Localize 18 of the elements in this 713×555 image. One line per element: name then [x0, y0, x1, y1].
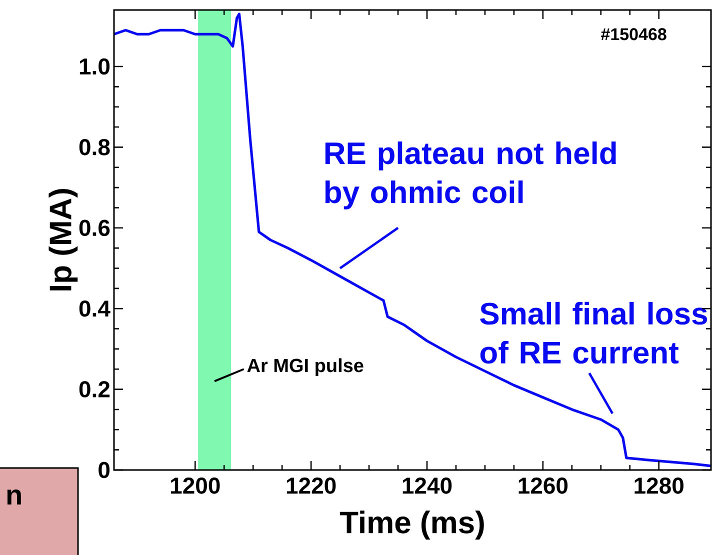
annotation: RE plateau not held by ohmic coil — [325, 141, 616, 210]
y-tick-label: 0 — [98, 462, 110, 478]
x-tick-label: 1260 — [518, 478, 568, 494]
x-axis-title: Time (ms) — [340, 510, 484, 540]
annotation: Small final loss of RE current — [480, 302, 708, 364]
annotation: #150468 — [601, 28, 666, 40]
text: n — [7, 489, 21, 505]
y-tick-label: 0.4 — [79, 300, 110, 317]
x-tick-label: 1240 — [402, 478, 452, 494]
x-tick-label: 1220 — [286, 478, 336, 494]
x-tick-label: 1200 — [171, 478, 220, 494]
band-label: Ar MGI pulse — [247, 358, 364, 376]
y-tick-label: 0.6 — [79, 220, 110, 236]
y-tick-label: 1.0 — [80, 58, 110, 75]
y-axis-title: Ip (MA) — [48, 189, 78, 290]
y-tick-label: 0.8 — [79, 139, 110, 156]
y-tick-label: 0.2 — [79, 381, 110, 398]
x-tick-label: 1280 — [634, 478, 684, 494]
